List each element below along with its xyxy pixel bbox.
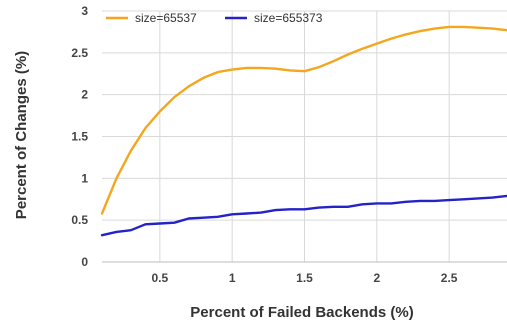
legend-label: size=65537 xyxy=(135,11,197,25)
x-tick-label: 1 xyxy=(229,271,236,285)
x-tick-label: 2 xyxy=(373,271,380,285)
y-tick-label: 3 xyxy=(81,4,88,18)
legend: size=65537 size=655373 xyxy=(106,11,323,25)
y-axis-title: Percent of Changes (%) xyxy=(13,51,30,219)
x-tick-label: 0.5 xyxy=(152,271,169,285)
grid-lines xyxy=(102,10,507,263)
y-tick-label: 0.5 xyxy=(71,213,88,227)
series-line-1 xyxy=(100,25,507,215)
series-line-2 xyxy=(100,194,507,237)
x-axis-title: Percent of Failed Backends (%) xyxy=(190,304,413,321)
x-tick-label: 1.5 xyxy=(296,271,313,285)
series-lines xyxy=(100,25,507,237)
y-tick-label: 1.5 xyxy=(71,130,88,144)
legend-label: size=655373 xyxy=(254,11,323,25)
y-axis-ticks: 0 0.5 1 1.5 2 2.5 3 xyxy=(71,4,88,269)
y-tick-label: 2 xyxy=(81,88,88,102)
y-tick-label: 1 xyxy=(81,171,88,185)
x-tick-label: 2.5 xyxy=(441,271,458,285)
x-axis-ticks: 0.5 1 1.5 2 2.5 xyxy=(152,271,458,285)
y-tick-label: 0 xyxy=(81,255,88,269)
y-tick-label: 2.5 xyxy=(71,46,88,60)
